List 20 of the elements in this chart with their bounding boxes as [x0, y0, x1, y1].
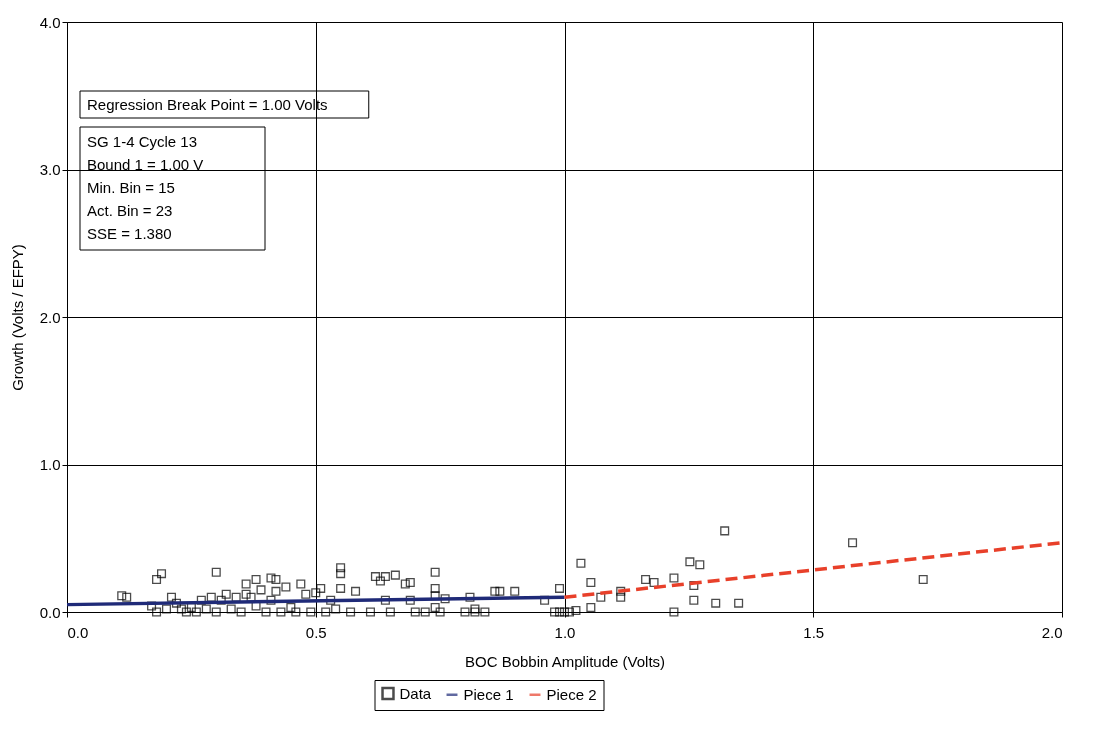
- y-tick-label: 0.0: [39, 603, 61, 621]
- annotation: SSE = 1.380: [87, 225, 172, 242]
- legend-label: Piece 2: [546, 685, 597, 703]
- legend-label: Piece 1: [463, 685, 514, 703]
- x-tick-label: 1.5: [803, 623, 825, 641]
- annotation: SG 1-4 Cycle 13: [87, 133, 198, 150]
- legend-label: Data: [399, 684, 432, 702]
- y-tick-label: 4.0: [39, 13, 61, 31]
- annotation: Min. Bin = 15: [87, 179, 175, 196]
- annotation: Bound 1 = 1.00 V: [87, 156, 204, 173]
- y-axis-title: Growth (Volts / EFPY): [8, 244, 26, 391]
- x-tick-label: 2.0: [1041, 623, 1063, 641]
- x-tick-label: 1.0: [554, 623, 576, 641]
- x-tick-label: 0.5: [305, 623, 327, 641]
- y-tick-label: 1.0: [39, 456, 61, 473]
- annotation: Act. Bin = 23: [87, 202, 173, 219]
- y-tick-label: 3.0: [39, 161, 61, 178]
- x-tick-label: 0.0: [67, 623, 89, 641]
- y-tick-label: 2.0: [39, 308, 61, 326]
- x-axis-title: BOC Bobbin Amplitude (Volts): [464, 652, 666, 670]
